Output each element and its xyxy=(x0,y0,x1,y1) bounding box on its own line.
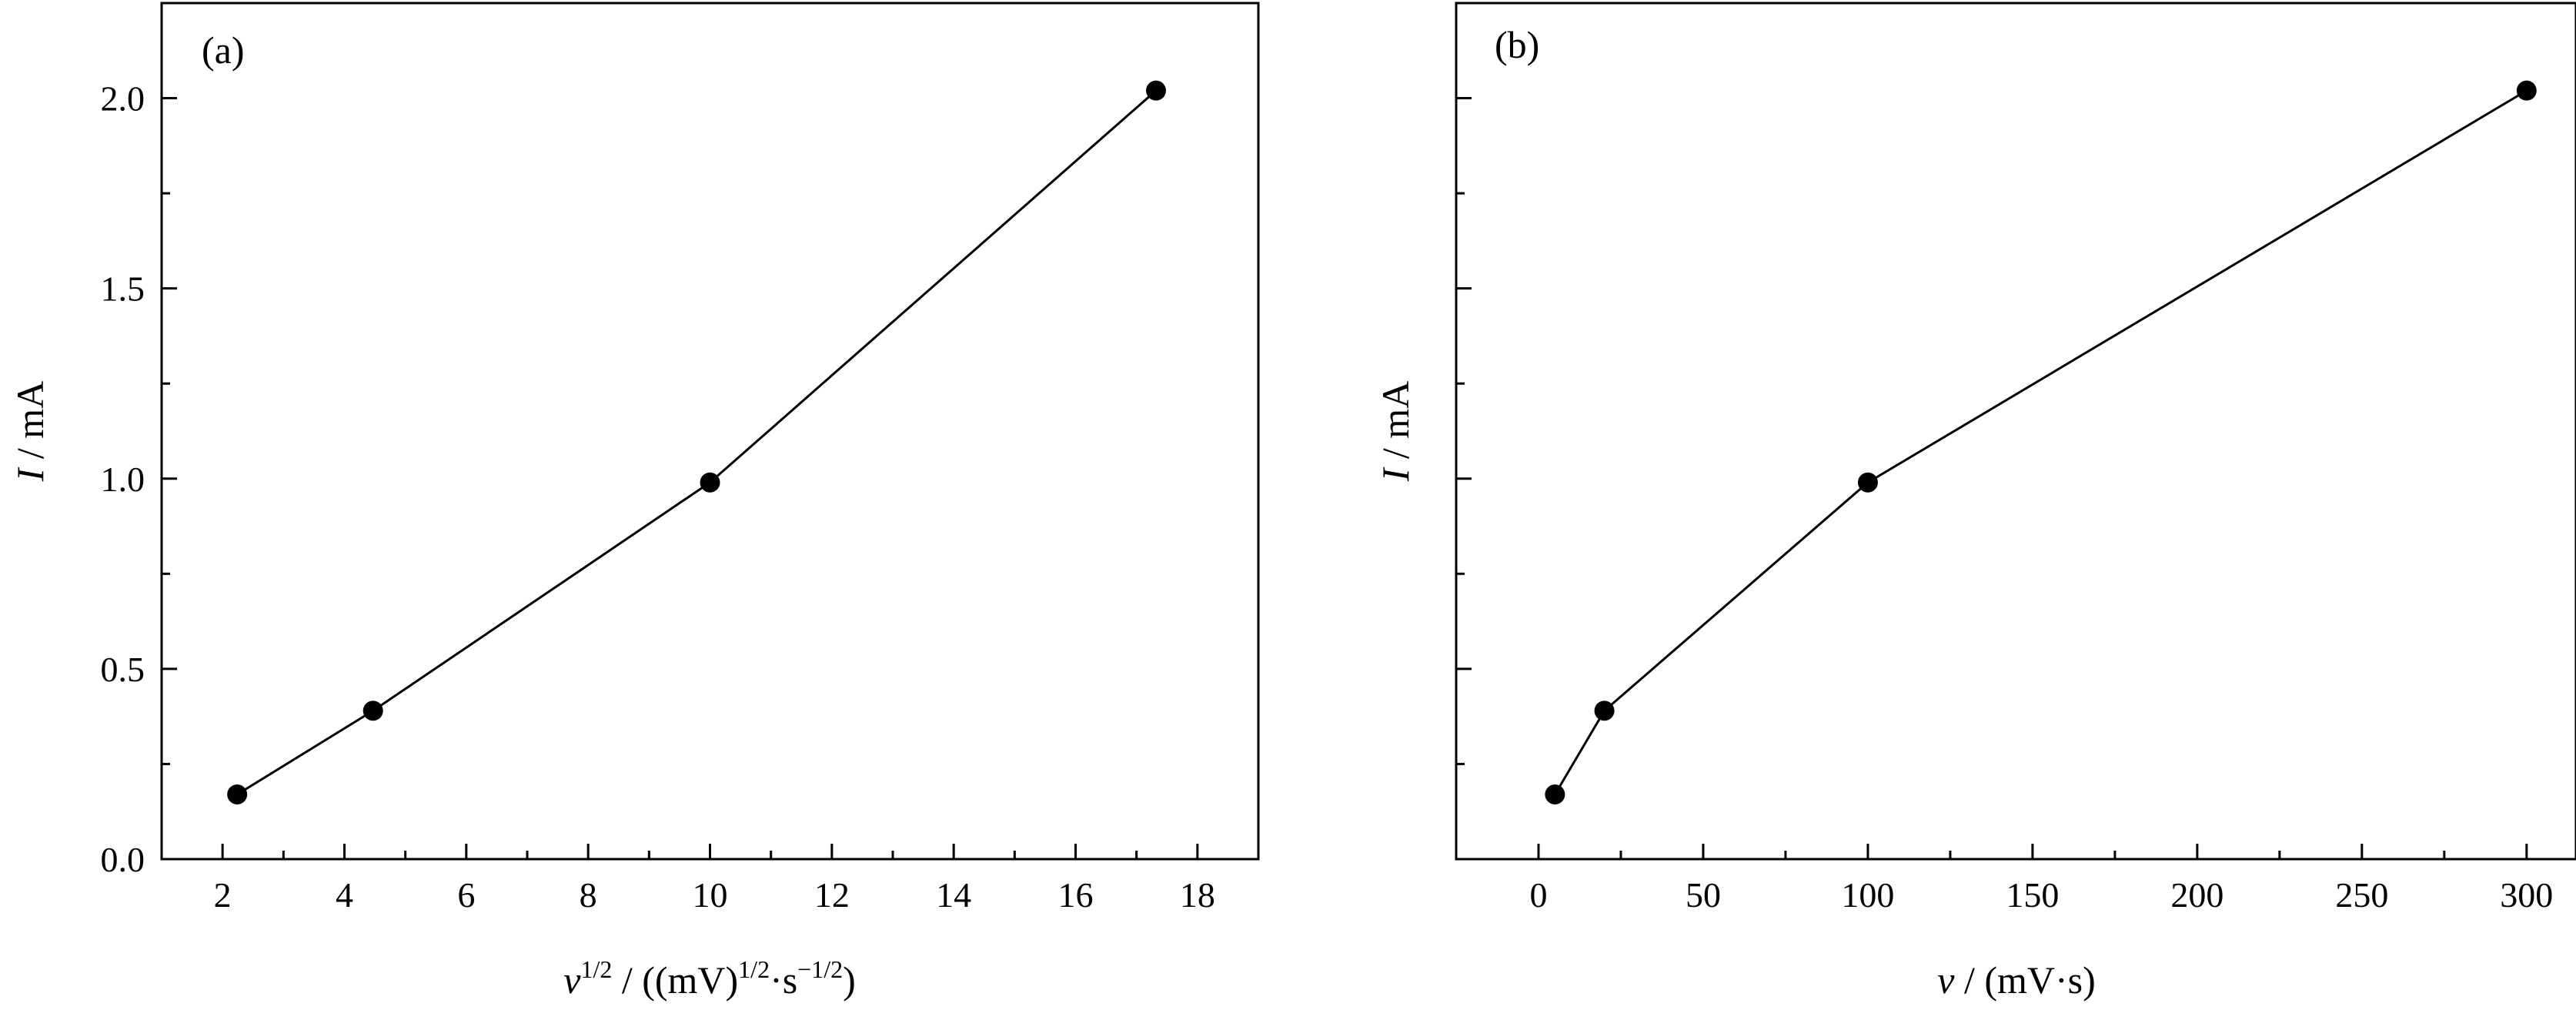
y-tick-label-a: 2.0 xyxy=(101,79,145,119)
y-axis-rest-b: / mA xyxy=(1374,381,1417,469)
y-axis-title-b: I / mA xyxy=(1374,381,1417,483)
x-tick-label-a: 12 xyxy=(814,875,850,915)
x-tick-label-a: 18 xyxy=(1180,875,1215,915)
x-ticks-b: 0 50 100 150 200 250 300 xyxy=(1529,844,2553,915)
panel-b: (b) 0 50 100 150 200 250 300 v / (mV·s) I / mA xyxy=(1374,2,2576,1002)
y-ticks-a: 0.0 0.5 1.0 1.5 2.0 xyxy=(101,79,177,879)
x-axis-var-a: v xyxy=(563,958,581,1002)
plot-frame-a xyxy=(160,2,1260,861)
x-tick-label-b: 150 xyxy=(2006,875,2059,915)
y-axis-title-a: I / mA xyxy=(8,381,52,483)
data-point-b xyxy=(1594,701,1615,721)
plot-frame-b xyxy=(1455,2,2576,861)
panel-label-a: (a) xyxy=(202,28,245,72)
y-axis-var-a: I xyxy=(8,467,52,482)
x-tick-label-a: 8 xyxy=(580,875,597,915)
y-tick-label-a: 0.0 xyxy=(101,840,145,879)
x-tick-label-a: 2 xyxy=(214,875,232,915)
x-tick-label-b: 250 xyxy=(2335,875,2388,915)
x-tick-label-b: 300 xyxy=(2500,875,2553,915)
series-a xyxy=(227,80,1166,804)
y-tick-label-a: 1.0 xyxy=(101,460,145,499)
series-line-a xyxy=(236,89,1157,796)
x-axis-mid2-sup-a: −1/2 xyxy=(797,955,843,983)
x-tick-label-b: 100 xyxy=(1841,875,1894,915)
data-point-b xyxy=(1545,784,1565,804)
x-axis-mid1-sup-a: 1/2 xyxy=(738,955,770,983)
x-axis-rest-b: / (mV·s) xyxy=(1954,958,2095,1002)
y-axis-rest-a: / mA xyxy=(8,381,52,469)
x-axis-title-b: v / (mV·s) xyxy=(1937,958,2096,1002)
data-point-a xyxy=(227,784,248,804)
data-point-a xyxy=(363,701,383,721)
x-tick-label-b: 0 xyxy=(1529,875,1547,915)
x-tick-label-a: 14 xyxy=(936,875,971,915)
x-axis-title-a: v1/2 / ((mV)1/2·s−1/2) xyxy=(563,955,856,1002)
x-tick-label-a: 10 xyxy=(693,875,728,915)
series-line-b xyxy=(1554,89,2528,795)
series-b xyxy=(1545,80,2537,804)
x-tick-label-a: 16 xyxy=(1058,875,1094,915)
data-point-a xyxy=(1146,80,1166,101)
data-point-a xyxy=(700,472,720,493)
x-tick-label-b: 50 xyxy=(1686,875,1721,915)
x-tick-label-a: 6 xyxy=(457,875,475,915)
panel-label-b: (b) xyxy=(1495,23,1539,66)
data-point-b xyxy=(1857,472,1878,493)
x-axis-mid1-a: / ((mV) xyxy=(612,958,738,1002)
x-tick-label-a: 4 xyxy=(336,875,353,915)
x-tick-label-b: 200 xyxy=(2170,875,2224,915)
x-axis-mid2-a: ·s xyxy=(770,958,797,1002)
y-ticks-b xyxy=(1456,97,1472,861)
x-axis-var-b: v xyxy=(1937,958,1955,1002)
x-axis-end-a: ) xyxy=(843,958,856,1002)
y-axis-var-b: I xyxy=(1374,467,1417,482)
x-axis-var-sup-a: 1/2 xyxy=(580,955,612,983)
data-point-b xyxy=(2516,80,2537,101)
y-tick-label-a: 1.5 xyxy=(101,269,145,309)
x-ticks-a: 2 4 6 8 10 12 14 16 18 xyxy=(214,844,1215,915)
y-tick-label-a: 0.5 xyxy=(101,650,145,689)
panel-a: (a) 2 4 6 8 10 12 14 16 18 0.00.51.01.52.0 v1/2 … xyxy=(8,2,1260,1002)
